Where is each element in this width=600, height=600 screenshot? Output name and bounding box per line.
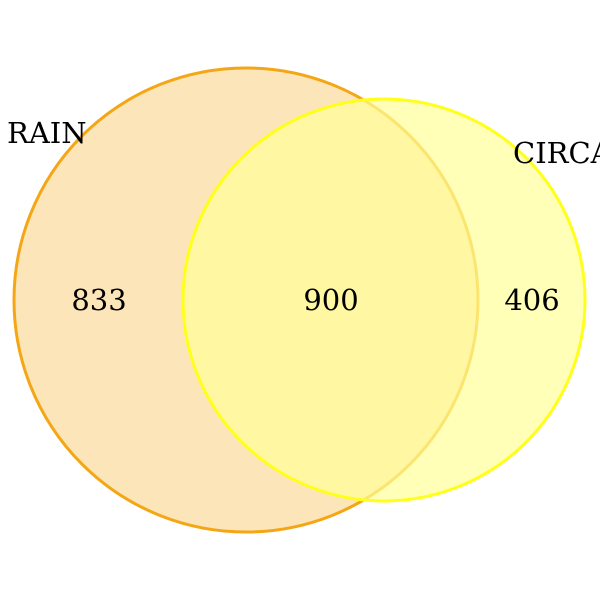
set-label-circa: CIRCA xyxy=(513,136,600,170)
count-rain-only: 833 xyxy=(71,283,126,317)
count-intersection: 900 xyxy=(303,283,358,317)
count-circa-only: 406 xyxy=(504,283,559,317)
set-label-rain: RAIN xyxy=(7,116,87,150)
set-circle-circa xyxy=(181,97,587,503)
